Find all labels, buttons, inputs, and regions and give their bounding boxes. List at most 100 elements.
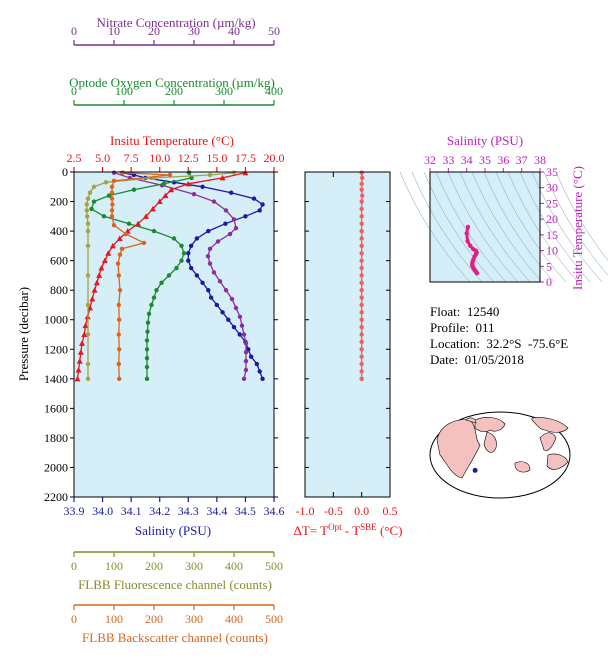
fluorescence-tick-label: 500: [265, 559, 283, 573]
temperature-tick-label: 10.0: [149, 151, 170, 165]
nitrate-point: [239, 323, 245, 328]
salinity-tick-label: 34.1: [121, 504, 142, 518]
ts-point: [465, 224, 471, 230]
temperature-point: [135, 220, 141, 227]
temperature-point: [96, 272, 103, 278]
salinity-tick-label: 34.2: [149, 504, 170, 518]
backscatter-point: [117, 376, 122, 382]
temperature-point: [76, 358, 83, 364]
salinity-tick-label: 34.4: [206, 504, 227, 518]
oxygen-point: [174, 265, 179, 271]
backscatter-point: [115, 261, 121, 266]
temperature-tick-label: 2.5: [67, 151, 82, 165]
salinity-point: [260, 376, 265, 382]
fluorescence-point: [85, 243, 91, 249]
density-contour: [543, 171, 608, 276]
pressure-tick-label: 1000: [44, 313, 68, 327]
nitrate-point: [227, 231, 233, 237]
delta-t-point: [359, 280, 364, 285]
nitrate-point: [191, 191, 197, 197]
salinity-tick-label: 34.5: [235, 504, 256, 518]
ts-x-tick-label: 38: [534, 153, 546, 167]
ts-plot-area: [430, 172, 540, 282]
ts-y-tick-label: 15: [546, 228, 558, 242]
backscatter-point: [117, 317, 122, 322]
delta-t-point: [359, 310, 364, 315]
density-contour: [495, 171, 567, 283]
backscatter-point: [111, 222, 117, 228]
float-location-marker: [472, 467, 478, 473]
backscatter-point: [109, 196, 115, 201]
land-mass: [514, 461, 531, 473]
nitrate-point: [207, 261, 213, 266]
delta-t-point: [359, 295, 364, 300]
land-mass: [436, 419, 481, 479]
nitrate-point: [241, 376, 247, 382]
nitrate-tick-label: 30: [188, 24, 200, 38]
oxygen-tick-label: 400: [265, 84, 283, 98]
location: Location: 32.2°S -75.6°E: [430, 336, 569, 351]
oxygen-tick-label: 100: [115, 84, 133, 98]
nitrate-point: [243, 358, 249, 364]
backscatter-tick-label: 100: [105, 612, 123, 626]
pressure-tick-label: 1200: [44, 342, 68, 356]
land-mass: [539, 432, 557, 451]
oxygen-point: [91, 199, 97, 204]
delta-t-point: [359, 273, 364, 278]
nitrate-axis-title: Nitrate Concentration (µm/kg): [96, 15, 255, 30]
fluorescence-tick-label: 100: [105, 559, 123, 573]
backscatter-point: [110, 202, 115, 207]
oxygen-point: [181, 251, 187, 256]
salinity-point: [260, 202, 265, 207]
backscatter-point: [111, 178, 117, 184]
salinity-point: [231, 324, 237, 330]
oxygen-tick-label: 0: [71, 84, 77, 98]
temperature-tick-label: 7.5: [124, 151, 139, 165]
oxygen-point: [186, 170, 192, 175]
salinity-point: [186, 251, 191, 256]
nitrate-tick-label: 0: [71, 24, 77, 38]
temperature-tick-label: 5.0: [95, 151, 110, 165]
temperature-point: [219, 174, 226, 181]
temperature-tick-label: 20.0: [264, 151, 285, 165]
temperature-point: [156, 198, 163, 205]
backscatter-point: [117, 287, 123, 293]
oxygen-point: [179, 243, 184, 249]
salinity-point: [200, 184, 205, 189]
oxygen-axis-title: Optode Oxygen Concentration (µm/kg): [69, 75, 275, 90]
salinity-point: [206, 228, 211, 234]
salinity-point: [214, 302, 220, 308]
oxygen-point: [144, 376, 150, 382]
delta-t-point: [359, 354, 364, 359]
oxygen-point: [151, 228, 157, 234]
fluorescence-point: [85, 376, 91, 382]
delta-t-point: [359, 236, 364, 241]
land-mass: [483, 431, 497, 453]
oxygen-point: [189, 175, 194, 181]
delta-t-plot-border: [304, 171, 391, 498]
ts-salinity-axis-title: Salinity (PSU): [447, 133, 523, 148]
oxygen-point: [144, 355, 150, 361]
fluorescence-point: [84, 202, 90, 207]
nitrate-point: [211, 199, 217, 204]
oxygen-point: [161, 181, 167, 187]
temperature-tick-label: 15.0: [206, 151, 227, 165]
salinity-tick-label: 34.3: [178, 504, 199, 518]
fluorescence-point: [85, 196, 91, 201]
pressure-tick-label: 2200: [44, 490, 68, 504]
backscatter-tick-label: 400: [225, 612, 243, 626]
delta-t-point: [359, 187, 364, 192]
delta-t-point: [359, 339, 364, 345]
oxygen-point: [149, 302, 154, 308]
ts-x-tick-label: 37: [516, 153, 528, 167]
nitrate-point: [215, 239, 221, 244]
ts-temperature-axis-title: Insitu Temperature (°C): [570, 166, 585, 290]
pressure-tick-label: 1800: [44, 431, 68, 445]
backscatter-tick-label: 500: [265, 612, 283, 626]
ts-plot-border: [429, 171, 541, 283]
nitrate-point: [223, 287, 229, 293]
fluorescence-point: [87, 190, 93, 195]
ts-y-tick-label: 0: [546, 275, 552, 289]
delta-t-point: [359, 170, 364, 175]
density-contour: [483, 171, 555, 283]
